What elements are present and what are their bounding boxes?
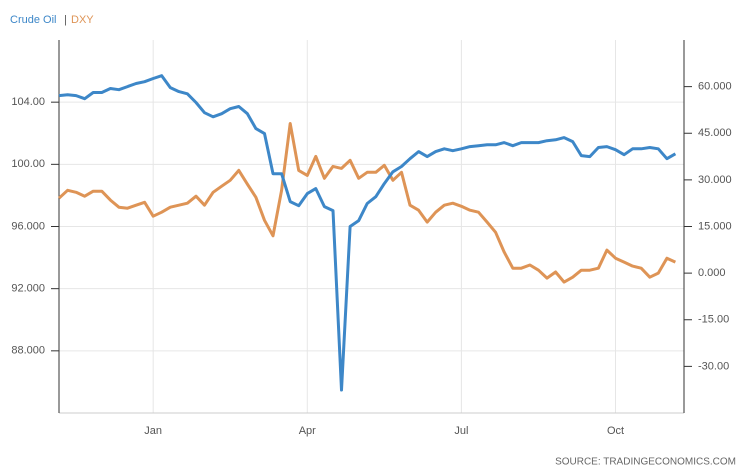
y2-tick-label: 15.000 — [698, 220, 732, 232]
legend-entry: DXY — [71, 14, 94, 26]
source: SOURCE: TRADINGECONOMICS.COM — [555, 457, 736, 468]
legend-separator: | — [64, 14, 67, 26]
series-line — [58, 74, 677, 392]
y2-tick-label: 60.000 — [698, 81, 732, 93]
x-tick-label: Apr — [299, 425, 316, 437]
x-tick-label: Jan — [144, 425, 162, 437]
y2-tick-label: 0.000 — [698, 267, 726, 279]
y-tick-label: 88.000 — [11, 345, 45, 357]
legend-entry: Crude Oil — [10, 14, 56, 26]
y2-tick-label: -15.00 — [698, 314, 729, 326]
y-tick-label: 104.00 — [11, 96, 45, 108]
y2-tick-label: -30.00 — [698, 360, 729, 372]
y2-tick-label: 30.000 — [698, 174, 732, 186]
y-tick-label: 92.000 — [11, 283, 45, 295]
y-tick-label: 96.000 — [11, 220, 45, 232]
series-line — [57, 122, 677, 284]
x-tick-label: Oct — [607, 425, 624, 437]
y2-tick-label: 45.000 — [698, 127, 732, 139]
x-tick-label: Jul — [454, 425, 468, 437]
y-tick-label: 100.00 — [11, 158, 45, 170]
